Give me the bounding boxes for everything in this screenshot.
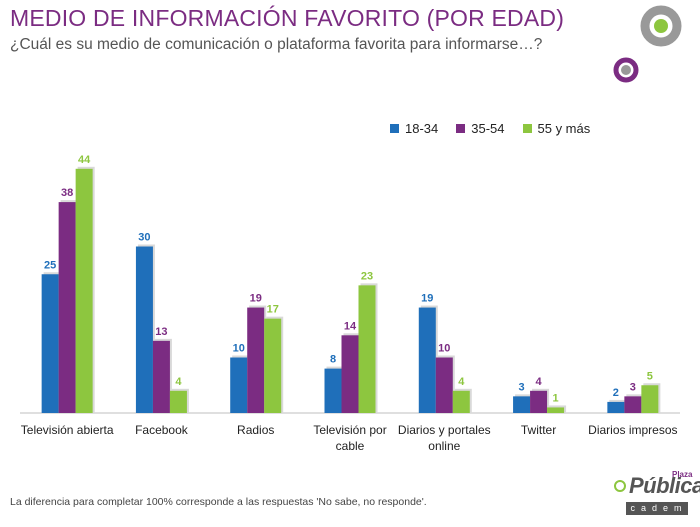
legend-swatch: [522, 124, 532, 133]
data-label: 4: [458, 376, 465, 388]
legend-item-18-34: 18-34: [390, 121, 438, 136]
category-label: cable: [336, 439, 365, 453]
category-label: online: [428, 439, 460, 453]
bar: [247, 307, 265, 413]
data-label: 14: [344, 320, 357, 332]
brand-ring-icon: [614, 480, 626, 492]
legend-swatch: [456, 124, 466, 133]
category-label: Diarios impresos: [588, 423, 677, 437]
legend-item-35-54: 35-54: [456, 121, 505, 136]
data-label: 23: [361, 270, 373, 282]
data-label: 8: [330, 354, 336, 366]
brand-super: Plaza: [672, 470, 693, 479]
data-label: 1: [553, 392, 559, 404]
data-label: 25: [44, 259, 56, 271]
bar: [435, 357, 453, 413]
data-label: 5: [647, 370, 653, 382]
bar: [152, 340, 170, 413]
legend-swatch: [390, 124, 399, 133]
data-label: 3: [519, 381, 525, 393]
bar: [418, 307, 436, 413]
data-label: 13: [155, 326, 167, 338]
bar: [358, 285, 376, 413]
bar: [607, 401, 625, 413]
category-label: Televisión por: [313, 423, 386, 437]
data-label: 4: [536, 376, 543, 388]
data-label: 10: [233, 343, 245, 355]
decorative-circles-icon: [613, 5, 682, 83]
bar: [169, 390, 187, 413]
bar: [264, 318, 282, 413]
legend-label: 18-34: [405, 121, 439, 136]
brand-sub: cadem: [626, 502, 688, 515]
data-label: 10: [438, 343, 450, 355]
bar: [452, 390, 470, 413]
bar: [75, 168, 93, 413]
bar: [513, 396, 531, 413]
brand-word: Pública: [629, 473, 700, 498]
legend-label: 35-54: [471, 121, 505, 136]
legend-label: 55 y más: [537, 121, 591, 136]
bar: [324, 368, 342, 413]
data-label: 19: [250, 293, 262, 305]
bar: [41, 274, 59, 413]
category-label: Twitter: [521, 423, 556, 437]
legend-item-55-plus: 55 y más: [522, 121, 591, 136]
data-label: 2: [613, 387, 619, 399]
data-label: 19: [421, 293, 433, 305]
bar: [230, 357, 248, 413]
brand-logo: Pública Plaza cadem: [612, 470, 700, 518]
bar: [547, 407, 565, 413]
data-label: 3: [630, 381, 636, 393]
page-subtitle: ¿Cuál es su medio de comunicación o plat…: [10, 36, 543, 53]
data-label: 30: [138, 232, 150, 244]
data-label: 4: [175, 376, 182, 388]
data-label: 17: [267, 304, 279, 316]
bar: [341, 335, 359, 413]
category-label: Diarios y portales: [398, 423, 491, 437]
data-label: 38: [61, 187, 73, 199]
category-label: Radios: [237, 423, 274, 437]
bar: [58, 202, 76, 413]
page-title: MEDIO DE INFORMACIÓN FAVORITO (POR EDAD): [10, 5, 565, 31]
chart-legend: 18-34 35-54 55 y más: [390, 121, 590, 136]
bar: [641, 385, 659, 413]
bar: [135, 246, 153, 413]
bar: [624, 396, 642, 413]
bar: [530, 390, 548, 413]
category-label: Televisión abierta: [21, 423, 114, 437]
footnote: La diferencia para completar 100% corres…: [10, 496, 427, 508]
data-label: 44: [78, 154, 91, 166]
category-label: Facebook: [135, 423, 189, 437]
